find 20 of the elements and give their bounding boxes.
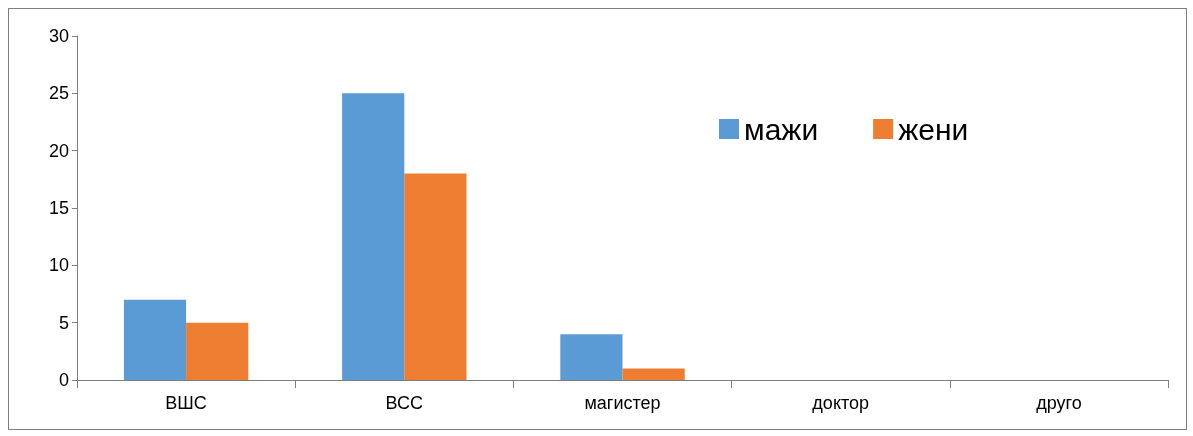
y-tick-label: 25 xyxy=(48,83,69,104)
y-tick-label: 0 xyxy=(58,370,69,390)
y-tick-label: 5 xyxy=(58,312,69,333)
y-tick-label: 15 xyxy=(48,198,69,218)
bar xyxy=(560,334,623,380)
bar xyxy=(186,322,249,380)
x-tick-label: магистер xyxy=(584,393,661,413)
x-tick-label: ВСС xyxy=(385,393,423,413)
x-tick-label: ВШС xyxy=(165,393,207,413)
legend-label: жени xyxy=(898,112,969,146)
bar xyxy=(123,299,187,380)
bar xyxy=(404,173,467,380)
legend-label: мажи xyxy=(744,112,819,146)
x-tick-label: друго xyxy=(1036,393,1082,413)
bar xyxy=(342,93,405,380)
bar xyxy=(622,368,685,380)
x-tick-label: доктор xyxy=(812,393,870,413)
y-tick-label: 20 xyxy=(48,140,69,161)
y-tick-label: 30 xyxy=(48,26,69,46)
y-tick-label: 10 xyxy=(48,255,69,276)
